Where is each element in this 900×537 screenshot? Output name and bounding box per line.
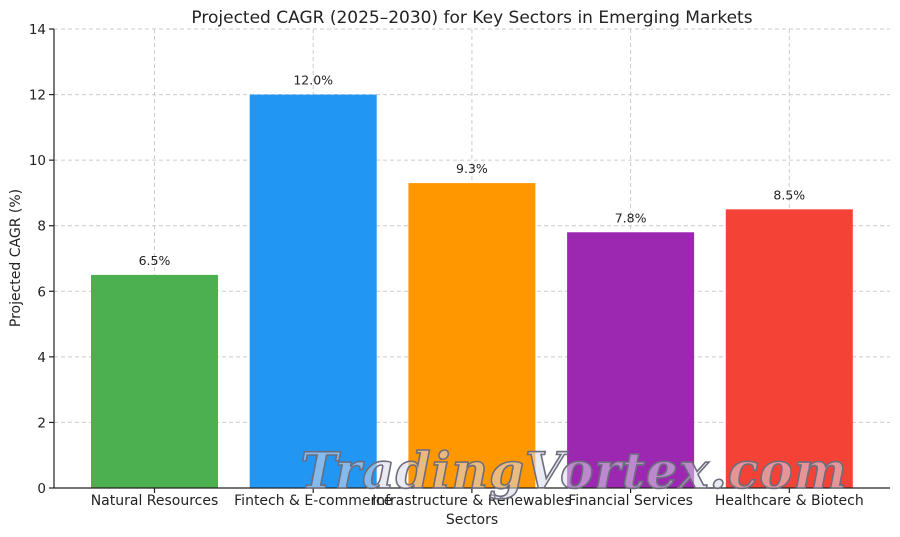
bars (91, 94, 853, 489)
x-tick-label: Infrastructure & Renewables (372, 493, 572, 509)
x-tick-label: Fintech & E-commerce (234, 493, 392, 509)
y-tick-label: 4 (37, 350, 46, 366)
x-tick-labels: Natural Resources Fintech & E-commerceInf… (91, 488, 864, 509)
x-tick-label: Financial Services (568, 493, 693, 509)
value-label: 7.8% (615, 210, 647, 225)
bar-1 (91, 274, 218, 488)
x-tick-label: Natural Resources (91, 493, 219, 509)
x-tick-label: Healthcare & Biotech (715, 493, 864, 509)
y-tick-label: 6 (37, 284, 46, 300)
value-label: 6.5% (139, 253, 171, 268)
y-tick-label: 2 (37, 415, 46, 431)
x-axis-label: Sectors (446, 512, 498, 528)
bar-4 (567, 232, 695, 488)
y-tick-label: 10 (29, 153, 46, 169)
bar-3 (408, 183, 536, 489)
y-axis-label: Projected CAGR (%) (8, 189, 24, 327)
y-tick-label: 8 (37, 219, 46, 235)
y-tick-label: 12 (29, 88, 46, 104)
watermark-logo: TradingVortex.com (300, 441, 847, 500)
bar-5 (725, 209, 853, 489)
value-label: 8.5% (773, 187, 805, 202)
value-labels: 6.5% 12.0% 9.3% 7.8% 8.5% (139, 73, 806, 268)
bar-2 (249, 94, 377, 489)
y-tick-label: 14 (29, 22, 46, 38)
chart-title: Projected CAGR (2025–2030) for Key Secto… (191, 8, 752, 28)
value-label: 9.3% (456, 161, 488, 176)
y-ticks: 0 2 4 6 8 10 12 14 (29, 22, 54, 497)
value-label: 12.0% (293, 73, 333, 88)
y-tick-label: 0 (37, 481, 46, 497)
